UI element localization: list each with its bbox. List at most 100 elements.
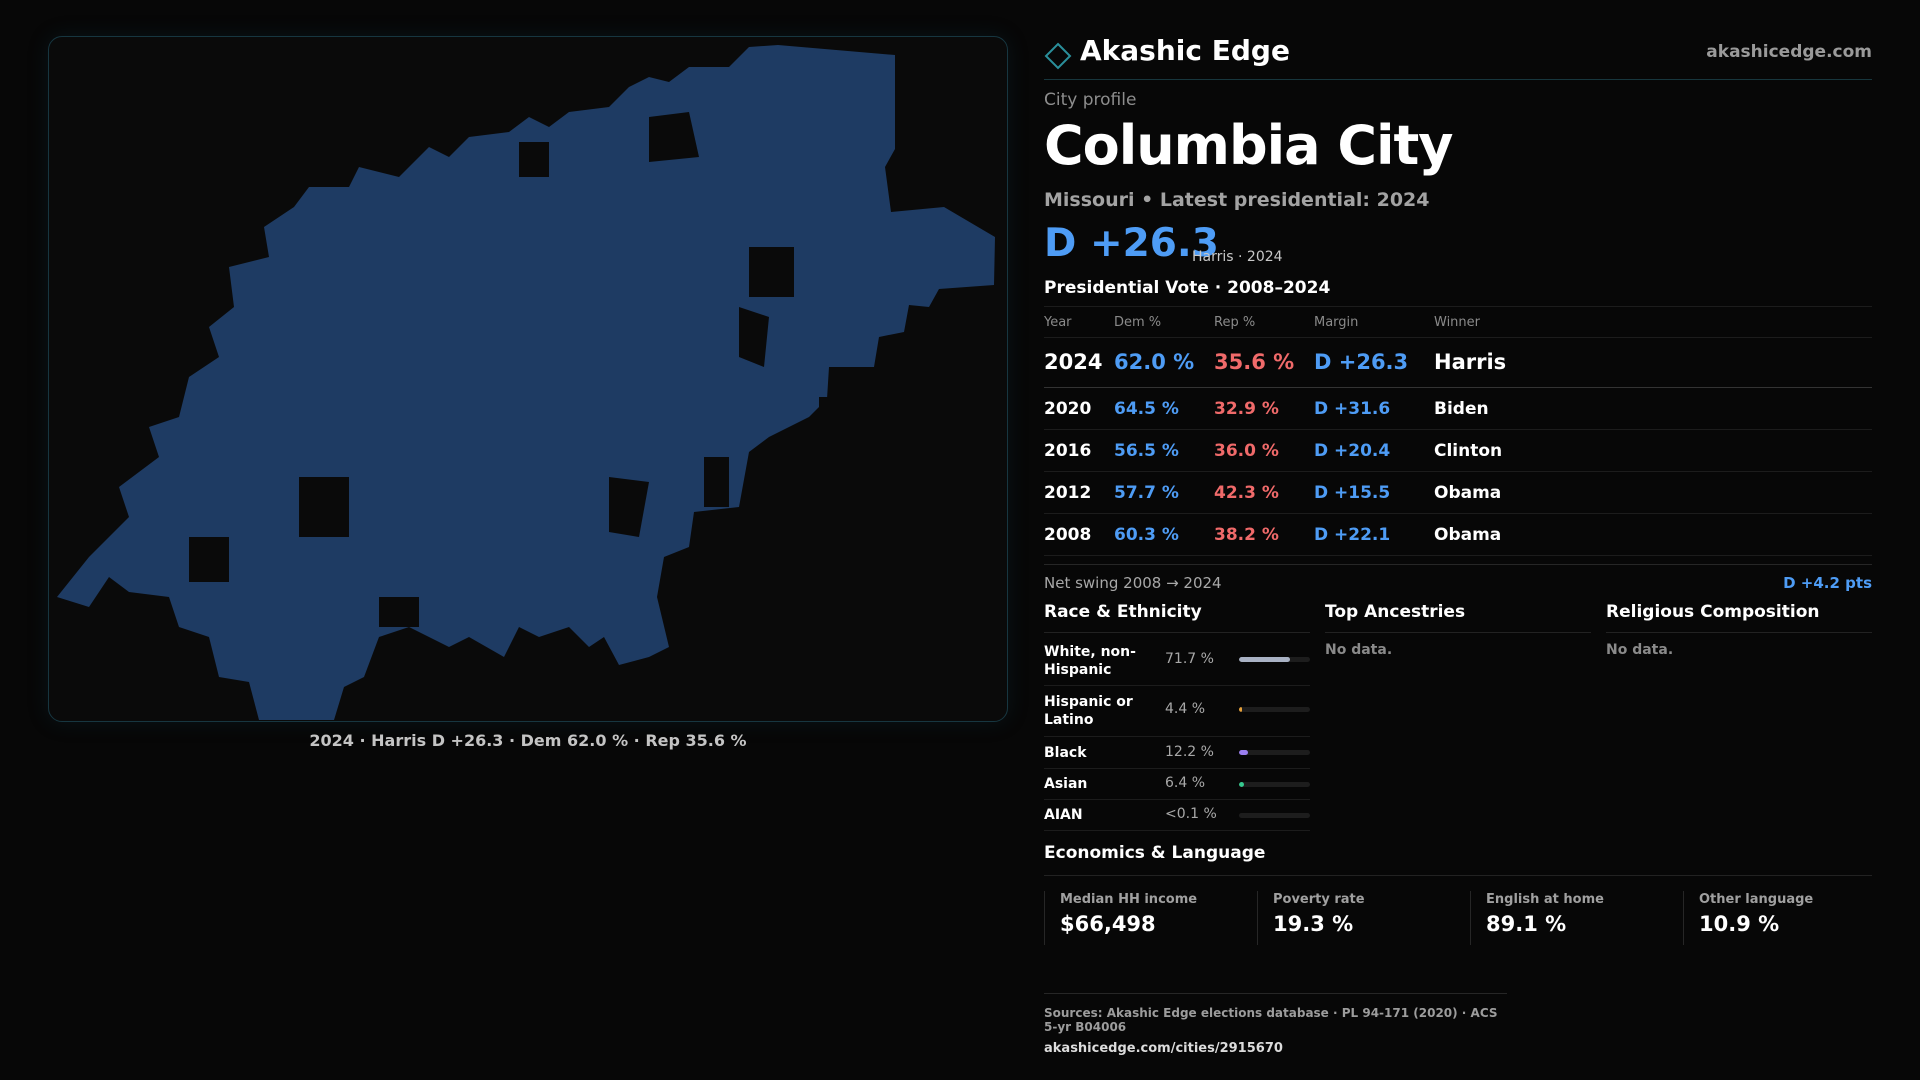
race-bar-track — [1239, 782, 1310, 787]
brand-url-link[interactable]: akashicedge.com — [1706, 42, 1872, 62]
table-row: 2008 60.3 % 38.2 % D +22.1 Obama — [1044, 514, 1872, 556]
header-year: Year — [1044, 315, 1072, 330]
race-bar-track — [1239, 657, 1310, 662]
row-winner: Harris — [1434, 350, 1507, 374]
row-margin: D +22.1 — [1314, 525, 1391, 545]
race-bar-fill — [1239, 657, 1290, 662]
race-label: Asian — [1044, 776, 1088, 792]
vote-table: Year Dem % Rep % Margin Winner 2024 62.0… — [1044, 306, 1872, 556]
brand-header: Akashic Edge akashicedge.com — [1044, 30, 1872, 80]
stat-label: Other language — [1699, 892, 1814, 907]
vote-table-header: Year Dem % Rep % Margin Winner — [1044, 306, 1872, 338]
table-row: 2024 62.0 % 35.6 % D +26.3 Harris — [1044, 338, 1872, 388]
row-margin: D +31.6 — [1314, 399, 1391, 419]
stat-label: Poverty rate — [1273, 892, 1365, 907]
race-pct: 12.2 % — [1165, 744, 1214, 760]
econ-section-title-text: Economics & Language — [1044, 843, 1266, 863]
net-swing-label: Net swing 2008 → 2024 — [1044, 574, 1222, 592]
ancestries-section-title: Top Ancestries — [1325, 600, 1591, 633]
row-year: 2020 — [1044, 399, 1092, 419]
econ-stats: Median HH income $66,498 Poverty rate 19… — [1044, 891, 1872, 945]
header-dem: Dem % — [1114, 315, 1162, 330]
race-bar-track — [1239, 813, 1310, 818]
stat-label: Median HH income — [1060, 892, 1198, 907]
race-label: Black — [1044, 745, 1087, 761]
vote-section-title: Presidential Vote · 2008–2024 — [1044, 278, 1331, 298]
net-swing-row: Net swing 2008 → 2024 D +4.2 pts — [1044, 564, 1872, 600]
stat-other-language: Other language 10.9 % — [1683, 891, 1896, 945]
row-dem: 56.5 % — [1114, 441, 1179, 461]
row-rep: 42.3 % — [1214, 483, 1279, 503]
header-winner: Winner — [1434, 315, 1481, 330]
row-rep: 35.6 % — [1214, 350, 1295, 374]
race-section-title: Race & Ethnicity — [1044, 600, 1310, 633]
religion-empty: No data. — [1606, 642, 1674, 658]
row-dem: 64.5 % — [1114, 399, 1179, 419]
table-row: 2012 57.7 % 42.3 % D +15.5 Obama — [1044, 472, 1872, 514]
diamond-logo-icon — [1044, 42, 1072, 70]
row-year: 2024 — [1044, 350, 1103, 374]
header-margin: Margin — [1314, 315, 1359, 330]
ancestries-section: Top Ancestries No data. — [1325, 600, 1591, 658]
net-swing-value: D +4.2 pts — [1783, 574, 1872, 592]
ancestries-empty: No data. — [1325, 642, 1393, 658]
race-pct: 71.7 % — [1165, 651, 1214, 667]
stat-value: $66,498 — [1060, 912, 1156, 936]
row-rep: 38.2 % — [1214, 525, 1279, 545]
race-row-white: White, non-Hispanic 71.7 % — [1044, 633, 1310, 686]
headline-margin-note: Harris · 2024 — [1192, 249, 1283, 265]
row-year: 2008 — [1044, 525, 1092, 545]
stat-value: 89.1 % — [1486, 912, 1567, 936]
race-bar-fill — [1239, 782, 1244, 787]
race-bar-fill — [1239, 707, 1243, 712]
row-rep: 36.0 % — [1214, 441, 1279, 461]
row-rep: 32.9 % — [1214, 399, 1279, 419]
headline-margin: D +26.3 — [1044, 221, 1219, 266]
race-row-black: Black 12.2 % — [1044, 737, 1310, 769]
row-margin: D +15.5 — [1314, 483, 1391, 503]
stat-value: 10.9 % — [1699, 912, 1780, 936]
sources-url-link[interactable]: akashicedge.com/cities/2915670 — [1044, 1041, 1283, 1056]
race-row-aian: AIAN <0.1 % — [1044, 800, 1310, 831]
row-winner: Obama — [1434, 525, 1502, 545]
row-dem: 60.3 % — [1114, 525, 1179, 545]
row-year: 2012 — [1044, 483, 1092, 503]
page-title: Columbia City — [1044, 114, 1454, 177]
city-profile-panel: Akashic Edge akashicedge.com City profil… — [1044, 0, 1872, 1080]
race-bar-fill — [1239, 750, 1248, 755]
table-row: 2020 64.5 % 32.9 % D +31.6 Biden — [1044, 388, 1872, 430]
city-boundary-map[interactable] — [48, 36, 1008, 722]
stat-label: English at home — [1486, 892, 1604, 907]
brand-name[interactable]: Akashic Edge — [1080, 34, 1290, 67]
race-bar-track — [1239, 750, 1310, 755]
race-section: Race & Ethnicity White, non-Hispanic 71.… — [1044, 600, 1310, 831]
row-dem: 57.7 % — [1114, 483, 1179, 503]
row-year: 2016 — [1044, 441, 1092, 461]
race-label: White, non-Hispanic — [1044, 644, 1136, 678]
race-bar-track — [1239, 707, 1310, 712]
row-winner: Obama — [1434, 483, 1502, 503]
row-dem: 62.0 % — [1114, 350, 1195, 374]
table-row: 2016 56.5 % 36.0 % D +20.4 Clinton — [1044, 430, 1872, 472]
race-row-hispanic: Hispanic or Latino 4.4 % — [1044, 686, 1310, 737]
race-pct: 6.4 % — [1165, 775, 1206, 791]
race-pct: 4.4 % — [1165, 701, 1206, 717]
stat-median-income: Median HH income $66,498 — [1044, 891, 1257, 945]
header-rep: Rep % — [1214, 315, 1256, 330]
stat-poverty-rate: Poverty rate 19.3 % — [1257, 891, 1470, 945]
race-pct: <0.1 % — [1165, 806, 1217, 822]
page-eyebrow: City profile — [1044, 90, 1137, 110]
map-caption: 2024 · Harris D +26.3 · Dem 62.0 % · Rep… — [309, 731, 747, 750]
row-winner: Clinton — [1434, 441, 1503, 461]
row-winner: Biden — [1434, 399, 1489, 419]
religion-section-title: Religious Composition — [1606, 600, 1872, 633]
race-label: AIAN — [1044, 807, 1083, 823]
race-label: Hispanic or Latino — [1044, 694, 1133, 728]
sources-footer: Sources: Akashic Edge elections database… — [1044, 993, 1507, 1056]
religion-section: Religious Composition No data. — [1606, 600, 1872, 658]
econ-section-title: Economics & Language — [1044, 843, 1872, 876]
city-subline: Missouri • Latest presidential: 2024 — [1044, 189, 1430, 211]
stat-english-home: English at home 89.1 % — [1470, 891, 1683, 945]
row-margin: D +20.4 — [1314, 441, 1391, 461]
row-margin: D +26.3 — [1314, 350, 1409, 374]
